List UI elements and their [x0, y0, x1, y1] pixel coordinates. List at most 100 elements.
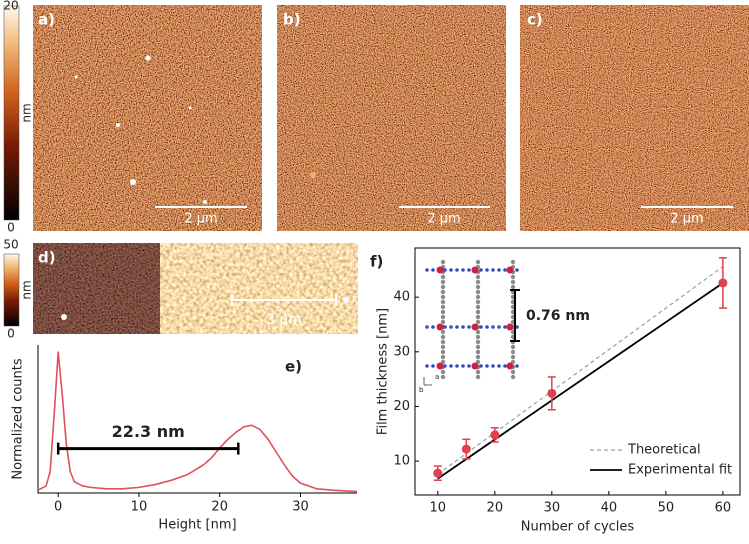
speck: [310, 172, 316, 178]
atom: [475, 354, 481, 360]
colorbar-unit: nm: [20, 103, 34, 122]
atom: [440, 354, 446, 360]
atom: [515, 325, 519, 329]
x-tick-label: 0: [54, 500, 62, 515]
atom: [440, 299, 446, 305]
atom: [515, 364, 519, 368]
atom: [497, 364, 501, 368]
atom: [510, 274, 516, 280]
atom: [440, 259, 446, 265]
scale-bar-label: 2 μm: [184, 212, 217, 227]
atom: [440, 319, 446, 325]
atom: [510, 354, 516, 360]
atom: [485, 364, 489, 368]
inset-label: 0.76 nm: [526, 308, 590, 324]
atom: [510, 279, 516, 285]
inset-axes: [423, 377, 432, 386]
inset-axis-label: a: [435, 373, 439, 381]
legend-label: Theoretical: [627, 443, 701, 458]
atom: [449, 268, 453, 272]
atom: [440, 274, 446, 280]
atom: [497, 268, 501, 272]
x-tick-label: 60: [715, 501, 732, 516]
atom: [506, 362, 514, 370]
fit-line: [437, 282, 724, 480]
speck: [61, 314, 67, 320]
x-tick-label: 20: [211, 500, 228, 515]
speck: [343, 297, 349, 303]
atom: [475, 369, 481, 375]
afm-substrate: [33, 243, 160, 334]
atom: [475, 299, 481, 305]
x-tick-label: 30: [544, 501, 561, 516]
atom: [475, 339, 481, 345]
point: [433, 468, 443, 478]
atom: [515, 268, 519, 272]
x-axis-label: Height [nm]: [158, 518, 236, 533]
atom: [440, 329, 446, 335]
atom: [510, 369, 516, 375]
afm-image: [277, 5, 506, 231]
atom: [443, 268, 447, 272]
atom: [467, 364, 471, 368]
atom: [440, 284, 446, 290]
x-tick-label: 20: [487, 501, 504, 516]
atom: [440, 294, 446, 300]
y-axis-label: Film thickness [nm]: [376, 308, 391, 435]
specks: [74, 55, 207, 204]
atom: [497, 325, 501, 329]
axes-frame: [37, 345, 357, 494]
atom: [475, 289, 481, 295]
atom: [475, 274, 481, 280]
atom: [449, 364, 453, 368]
atom: [479, 325, 483, 329]
atom: [443, 325, 447, 329]
atom: [475, 279, 481, 285]
atom: [503, 325, 507, 329]
atom: [491, 364, 495, 368]
atom: [440, 339, 446, 345]
y-tick-label: 10: [393, 454, 410, 469]
atom: [475, 259, 481, 265]
atom: [479, 364, 483, 368]
colorbar-max: 20: [3, 0, 18, 13]
atom: [506, 323, 514, 331]
atom: [485, 325, 489, 329]
atom: [475, 334, 481, 340]
atom: [510, 344, 516, 350]
panel-label: e): [285, 358, 302, 376]
atom: [440, 279, 446, 285]
x-axis-label: Number of cycles: [521, 520, 635, 535]
inset-axis-label: b: [419, 386, 424, 394]
atom: [436, 323, 444, 331]
atom: [475, 319, 481, 325]
atom: [475, 344, 481, 350]
atom: [440, 314, 446, 320]
colorbar-max: 50: [3, 238, 18, 252]
colorbar-min: 0: [7, 327, 15, 341]
atom: [475, 329, 481, 335]
colorbar-unit: nm: [20, 280, 34, 299]
atom: [485, 268, 489, 272]
atom: [467, 325, 471, 329]
atom: [510, 374, 516, 380]
atom: [440, 304, 446, 310]
atom: [510, 349, 516, 355]
atom: [467, 268, 471, 272]
atom: [461, 268, 465, 272]
colorbar: [3, 5, 20, 221]
atom: [436, 362, 444, 370]
panel-label: d): [38, 249, 56, 267]
point: [718, 278, 728, 288]
atom: [425, 325, 429, 329]
atom: [431, 325, 435, 329]
atom: [449, 325, 453, 329]
colorbar: [3, 253, 20, 327]
atom: [440, 309, 446, 315]
atom: [455, 364, 459, 368]
point: [490, 430, 500, 440]
atom: [510, 259, 516, 265]
atom: [471, 362, 479, 370]
scale-bar-label: 3 μm: [266, 312, 302, 328]
